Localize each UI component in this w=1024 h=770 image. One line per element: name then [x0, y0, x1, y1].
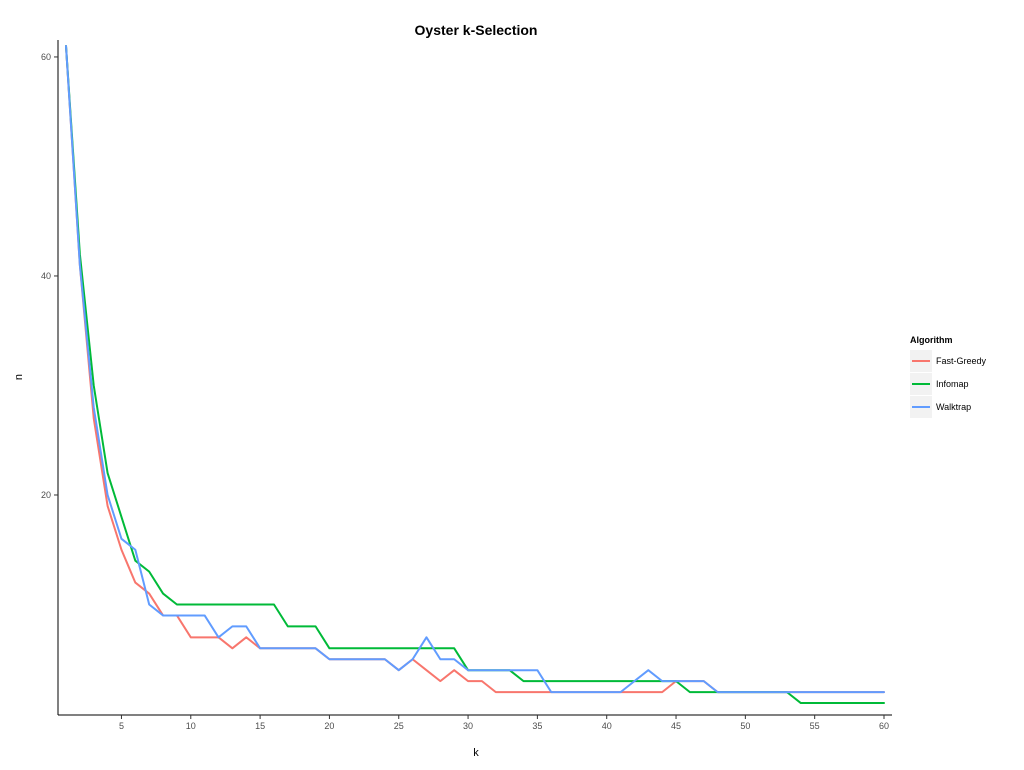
x-tick-label: 40 [602, 721, 612, 731]
x-tick-label: 5 [119, 721, 124, 731]
x-tick-label: 35 [532, 721, 542, 731]
y-tick-label: 60 [41, 52, 51, 62]
legend-label: Fast-Greedy [936, 356, 987, 366]
x-tick-label: 10 [186, 721, 196, 731]
y-tick-label: 40 [41, 271, 51, 281]
x-tick-label: 55 [810, 721, 820, 731]
y-axis-title: n [13, 374, 25, 380]
legend: Algorithm Fast-Greedy Infomap Walktrap [910, 335, 987, 418]
series-line-fast-greedy [65, 45, 885, 694]
x-axis-title: k [473, 747, 479, 759]
series-line-walktrap [65, 45, 885, 694]
chart-title: Oyster k-Selection [415, 22, 538, 38]
y-ticks: 20 40 60 [41, 52, 58, 500]
x-tick-label: 45 [671, 721, 681, 731]
x-tick-label: 20 [324, 721, 334, 731]
x-tick-label: 15 [255, 721, 265, 731]
x-ticks: 5 10 15 20 25 30 35 40 45 50 55 60 [119, 715, 889, 731]
plot-area [65, 45, 885, 705]
legend-label: Infomap [936, 379, 969, 389]
x-tick-label: 25 [394, 721, 404, 731]
x-tick-label: 50 [740, 721, 750, 731]
x-tick-label: 60 [879, 721, 889, 731]
legend-title: Algorithm [910, 335, 953, 345]
y-tick-label: 20 [41, 490, 51, 500]
x-tick-label: 30 [463, 721, 473, 731]
legend-label: Walktrap [936, 402, 971, 412]
series-line-infomap [65, 45, 885, 705]
